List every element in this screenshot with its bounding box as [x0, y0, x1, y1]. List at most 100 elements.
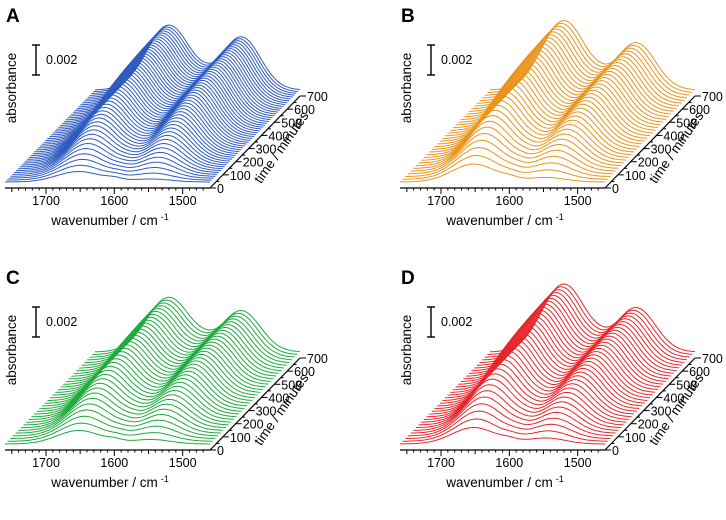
- x-tick-label: 1600: [100, 194, 128, 208]
- spectrum-trace-6: [16, 138, 222, 172]
- time-tick-label: 0: [217, 182, 224, 196]
- spectrum-trace-13: [39, 361, 245, 410]
- spectrum-trace-3: [10, 153, 216, 177]
- spectrum-trace-0: [4, 429, 211, 445]
- spectrum-trace-1: [402, 418, 608, 442]
- spectrum-trace-2: [405, 410, 611, 439]
- time-tick-label: 600: [689, 103, 710, 117]
- spectrum-trace-3: [407, 139, 613, 175]
- scale-bar-label: 0.002: [46, 53, 77, 67]
- time-tick-label: 0: [612, 182, 619, 196]
- spectrum-trace-12: [26, 113, 233, 160]
- x-axis-title: wavenumber / cm -1: [445, 212, 564, 228]
- spectrum-trace-2: [405, 147, 611, 177]
- time-tick-label: 500: [676, 116, 697, 130]
- x-axis-title: wavenumber / cm -1: [445, 474, 564, 490]
- time-tick-label: 600: [294, 103, 315, 117]
- spectrum-trace-0: [4, 170, 210, 183]
- x-tick-label: 1700: [427, 456, 455, 470]
- time-tick-label: 400: [663, 391, 684, 405]
- y-axis-title: absorbance: [4, 53, 19, 124]
- spectrum-trace-7: [23, 387, 229, 426]
- spectrum-trace-1: [6, 164, 212, 181]
- x-tick-label: 1700: [32, 456, 60, 470]
- spectrum-trace-0: [400, 426, 605, 445]
- time-tick-label: 300: [651, 143, 672, 157]
- x-tick-label: 1500: [564, 456, 592, 470]
- panel-letter: D: [401, 268, 415, 289]
- time-tick-label: 200: [243, 156, 264, 170]
- time-tick-label: 700: [702, 90, 723, 104]
- spectrum-trace-3: [12, 409, 218, 437]
- spectrum-trace-10: [426, 100, 632, 156]
- spectrum-trace-1: [7, 422, 213, 442]
- spectrum-trace-14: [42, 358, 248, 407]
- spectrum-trace-9: [423, 368, 629, 420]
- time-tick-label: 500: [676, 378, 697, 392]
- spectrum-trace-9: [423, 104, 629, 158]
- time-tick-label: 200: [638, 418, 659, 432]
- panel-letter: B: [401, 6, 415, 27]
- spectrum-trace-11: [34, 369, 240, 415]
- trace-group: [4, 296, 301, 445]
- spectrum-trace-10: [31, 373, 237, 418]
- x-tick-label: 1600: [100, 456, 128, 470]
- x-tick-label: 1500: [564, 194, 592, 208]
- time-tick-label: 500: [281, 116, 302, 130]
- time-tick-label: 700: [307, 90, 328, 104]
- spectrum-trace-13: [28, 110, 234, 158]
- x-tick-label: 1700: [32, 194, 60, 208]
- panel-letter: C: [6, 268, 20, 289]
- x-axis-title-superscript: -1: [556, 212, 564, 222]
- spectrum-trace-5: [18, 397, 224, 431]
- spectrum-trace-0: [400, 163, 606, 183]
- time-tick-label: 200: [638, 156, 659, 170]
- spectrum-trace-3: [407, 403, 613, 437]
- spectrum-trace-6: [415, 120, 621, 167]
- time-tick-label: 100: [625, 431, 646, 445]
- spectrum-trace-4: [410, 396, 616, 434]
- scale-bar-label: 0.002: [441, 315, 472, 329]
- trace-group: [400, 283, 696, 445]
- spectrum-trace-7: [418, 115, 624, 164]
- spectrum-trace-15: [44, 354, 250, 404]
- spectrum-trace-4: [12, 147, 218, 175]
- x-axis-title-superscript: -1: [556, 474, 564, 484]
- time-tick-label: 300: [256, 143, 277, 157]
- time-tick-label: 300: [651, 405, 672, 419]
- trace-group: [4, 24, 301, 183]
- time-tick-label: 100: [230, 431, 251, 445]
- time-tick-label: 200: [243, 418, 264, 432]
- y-axis-title: absorbance: [4, 315, 19, 386]
- x-axis-title: wavenumber / cm -1: [50, 212, 169, 228]
- time-tick-label: 0: [612, 444, 619, 458]
- spectrum-trace-8: [26, 382, 232, 423]
- scale-bar: 0.002: [32, 306, 77, 338]
- spectrum-trace-14: [30, 106, 236, 157]
- time-tick-label: 600: [689, 365, 710, 379]
- x-axis-title-superscript: -1: [161, 474, 169, 484]
- time-tick-label: 400: [663, 129, 684, 143]
- time-tick-label: 100: [625, 169, 646, 183]
- spectrum-trace-5: [14, 142, 220, 173]
- spectrum-trace-7: [17, 133, 223, 170]
- spectrum-trace-2: [8, 158, 214, 179]
- y-axis-title: absorbance: [399, 315, 414, 386]
- scale-bar: 0.002: [32, 44, 77, 76]
- spectrum-trace-8: [421, 109, 627, 161]
- x-tick-label: 1600: [495, 194, 523, 208]
- x-axis-title: wavenumber / cm -1: [50, 474, 169, 490]
- spectrum-trace-6: [415, 384, 621, 429]
- spectrum-trace-8: [421, 373, 627, 423]
- x-tick-label: 1600: [495, 456, 523, 470]
